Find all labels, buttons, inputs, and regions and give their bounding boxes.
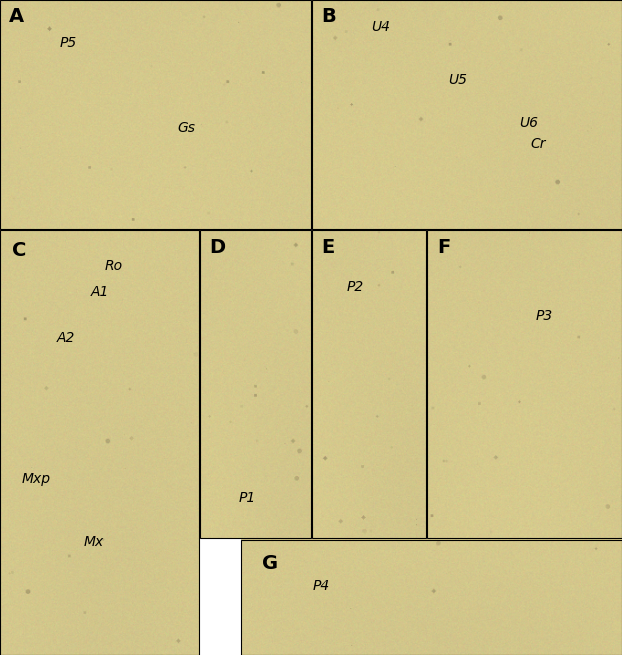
- Text: A: A: [9, 7, 24, 26]
- Text: P5: P5: [60, 37, 77, 50]
- Bar: [312, 0, 622, 229]
- Text: Cr: Cr: [531, 137, 546, 151]
- Bar: [241, 540, 622, 655]
- Text: P2: P2: [347, 280, 364, 294]
- Text: A2: A2: [57, 331, 75, 345]
- Bar: [200, 230, 311, 538]
- Text: C: C: [12, 240, 26, 259]
- Text: Mxp: Mxp: [21, 472, 50, 485]
- Text: A1: A1: [90, 284, 109, 299]
- Text: P3: P3: [536, 309, 553, 324]
- Bar: [312, 230, 426, 538]
- Text: Mx: Mx: [83, 535, 104, 550]
- Text: P4: P4: [312, 579, 330, 593]
- Text: Ro: Ro: [104, 259, 123, 273]
- Text: D: D: [209, 238, 225, 257]
- Text: U5: U5: [448, 73, 467, 87]
- Text: F: F: [437, 238, 450, 257]
- Text: B: B: [322, 7, 337, 26]
- Text: E: E: [322, 238, 335, 257]
- Text: Gs: Gs: [178, 121, 195, 135]
- Text: P1: P1: [238, 491, 256, 505]
- Bar: [427, 230, 622, 538]
- Text: G: G: [262, 553, 278, 572]
- Text: U4: U4: [371, 20, 390, 35]
- Text: U6: U6: [519, 117, 539, 130]
- Bar: [0, 230, 199, 655]
- Bar: [0, 0, 311, 229]
